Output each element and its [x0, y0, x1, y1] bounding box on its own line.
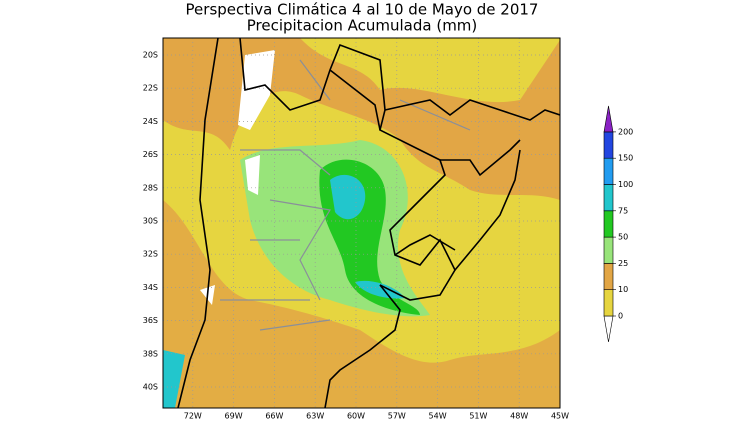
colorbar: 0 10 25 50 75 100 150 200	[603, 105, 633, 343]
lat-tick-label: 30S	[143, 217, 158, 226]
rain-area	[330, 174, 405, 299]
lat-tick-label: 26S	[143, 150, 158, 159]
colorbar-extension	[603, 105, 614, 133]
lon-tick-label: 66W	[265, 412, 283, 421]
country-border	[177, 38, 219, 408]
colorbar-segment	[603, 210, 614, 238]
colorbar-label: 150	[618, 154, 633, 163]
map	[163, 38, 560, 408]
colorbar-label: 200	[618, 127, 633, 136]
subtitle: Precipitacion Acumulada (mm)	[247, 17, 478, 35]
lat-tick-label: 22S	[143, 84, 158, 93]
lon-tick-label: 48W	[510, 412, 528, 421]
colorbar-segment	[603, 157, 614, 185]
province-borders	[220, 59, 471, 331]
lon-tick-label: 63W	[306, 412, 324, 421]
map-frame	[162, 37, 561, 409]
colorbar-label: 0	[618, 312, 623, 321]
country-border	[239, 38, 456, 408]
lon-tick-label: 57W	[388, 412, 406, 421]
lon-tick-label: 54W	[429, 412, 447, 421]
colorbar-segment	[603, 131, 614, 159]
colorbar-label: 50	[618, 233, 628, 242]
colorbar-label: 25	[618, 259, 628, 268]
lat-tick-label: 20S	[143, 51, 158, 60]
country-border	[329, 69, 560, 271]
colorbar-label: 75	[618, 206, 628, 215]
title: Perspectiva Climática 4 al 10 de Mayo de…	[186, 1, 539, 19]
lon-tick-label: 72W	[184, 412, 202, 421]
colorbar-segment	[603, 236, 614, 264]
colorbar-segment	[603, 263, 614, 290]
colorbar-label: 100	[618, 180, 633, 189]
lat-tick-label: 28S	[143, 183, 158, 192]
rain-area	[163, 200, 560, 408]
lat-tick-label: 24S	[143, 117, 158, 126]
lon-tick-label: 60W	[347, 412, 365, 421]
colorbar-label: 10	[618, 285, 628, 294]
lat-tick-label: 40S	[143, 383, 158, 392]
lat-tick-label: 36S	[143, 316, 158, 325]
dry-area	[200, 50, 275, 305]
rain-area	[163, 350, 185, 408]
lon-tick-label: 45W	[551, 412, 569, 421]
colorbar-segment	[603, 184, 614, 212]
lon-tick-label: 51W	[469, 412, 487, 421]
lat-tick-label: 38S	[143, 349, 158, 358]
colorbar-segment	[603, 289, 614, 317]
lat-tick-label: 32S	[143, 250, 158, 259]
colorbar-extension	[603, 315, 614, 343]
lat-tick-label: 34S	[143, 283, 158, 292]
lon-tick-label: 69W	[225, 412, 243, 421]
